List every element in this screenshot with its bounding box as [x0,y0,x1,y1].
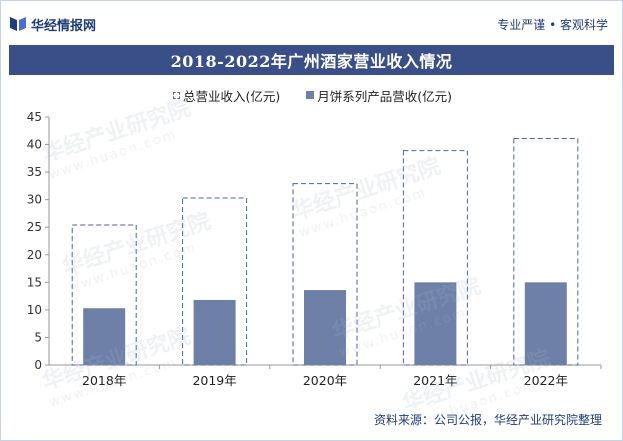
bar-mooncake [524,282,567,365]
legend-swatch-mooncake [306,91,315,99]
bar-total [292,183,358,366]
huajing-logo-icon [10,17,26,31]
brand-name: 华经情报网 [31,18,97,34]
x-tick-label: 2018年 [82,373,126,388]
x-tick-label: 2021年 [413,373,457,388]
y-tick-label: 0 [34,358,42,372]
y-tick-label: 15 [27,275,42,289]
bar-mooncake [414,282,457,365]
legend-item-mooncake[interactable]: 月饼系列产品营收(亿元) [306,86,452,105]
legend-swatch-total [172,91,180,99]
y-tick-label: 25 [27,220,42,234]
bar-mooncake [83,308,126,365]
legend-label-mooncake: 月饼系列产品营收(亿元) [317,88,453,104]
y-tick-label: 35 [27,165,42,179]
header: 华经情报网 专业严谨 • 客观科学 [9,11,614,37]
bar-total [402,150,468,366]
x-tick-label: 2020年 [303,373,347,388]
brand[interactable]: 华经情报网 [9,15,96,34]
y-tick-label: 40 [27,138,42,152]
y-tick-label: 5 [34,330,42,344]
legend-label-total: 总营业收入(亿元) [182,88,281,104]
bar-mooncake [304,290,346,365]
legend-item-total[interactable]: 总营业收入(亿元) [172,86,281,105]
tagline: 专业严谨 • 客观科学 [497,17,608,32]
bar-chart: 0 5 10 15 20 25 30 35 40 45 2018年 2019年 2020年 2021年 20… [27,110,602,388]
y-tick-label: 20 [27,248,42,262]
y-tick-label: 30 [27,193,42,207]
footer: 资料来源：公司公报，华经产业研究院整理 [9,409,614,429]
y-tick-label: 45 [27,110,42,124]
source-note: 资料来源：公司公报，华经产业研究院整理 [373,412,602,427]
bar-total [182,197,248,366]
chart-title: 2018-2022年广州酒家营业收入情况 [9,45,614,75]
bar-mooncake [193,299,236,365]
x-tick-label: 2019年 [192,373,236,388]
y-tick-label: 10 [27,303,42,317]
chart-legend: 总营业收入(亿元) 月饼系列产品营收(亿元) [1,85,623,105]
x-tick-label: 2022年 [524,373,568,388]
